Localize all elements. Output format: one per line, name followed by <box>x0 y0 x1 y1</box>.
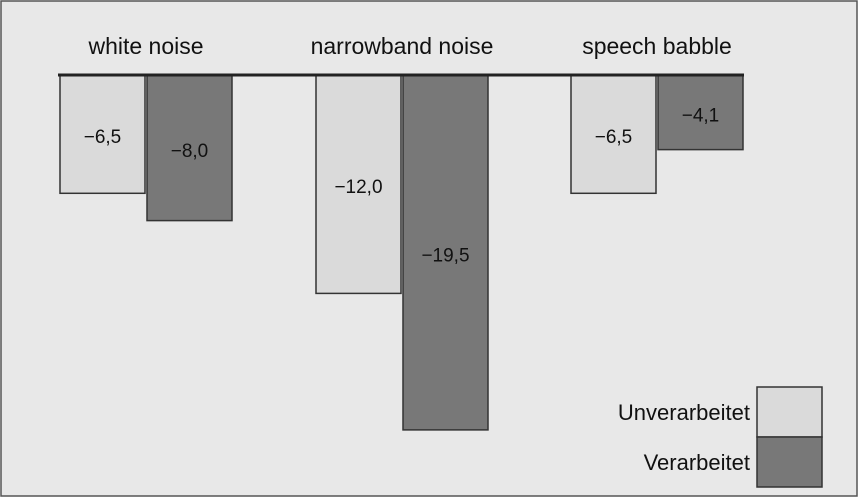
category-label: speech babble <box>582 33 732 59</box>
legend-swatch <box>756 386 823 438</box>
category-label: white noise <box>87 33 203 59</box>
legend-swatch <box>756 436 823 488</box>
bar <box>570 74 657 195</box>
legend-label: Unverarbeitet <box>618 400 750 425</box>
value-label: −6,5 <box>84 127 122 148</box>
legend-label: Verarbeitet <box>644 450 750 475</box>
value-label: −12,0 <box>334 177 382 198</box>
category-label: narrowband noise <box>311 33 494 59</box>
bar <box>315 74 402 295</box>
value-label: −6,5 <box>595 127 633 148</box>
value-label: −8,0 <box>171 141 209 162</box>
bar <box>657 74 744 151</box>
value-label: −19,5 <box>421 245 469 266</box>
bar <box>59 74 146 195</box>
bar <box>402 74 489 431</box>
value-label: −4,1 <box>682 105 720 126</box>
